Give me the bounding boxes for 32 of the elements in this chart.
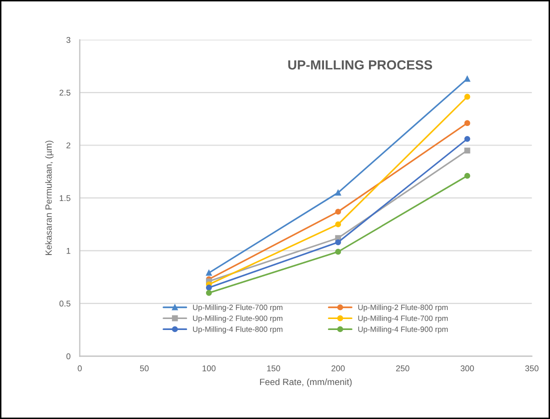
x-tick-label: 350 xyxy=(525,365,538,372)
point xyxy=(335,239,342,246)
point xyxy=(206,270,212,276)
point xyxy=(335,190,342,196)
x-tick-label: 100 xyxy=(202,365,216,372)
x-tick-label: 150 xyxy=(267,365,280,372)
x-axis-title: Feed Rate, (mm/menit) xyxy=(260,378,352,387)
y-tick-label: 0.5 xyxy=(59,300,70,307)
point xyxy=(464,148,470,154)
point xyxy=(206,284,212,291)
point xyxy=(206,290,212,296)
point xyxy=(335,248,342,255)
point xyxy=(464,136,470,142)
text: UP-MILLING PROCESS xyxy=(288,60,432,70)
point xyxy=(464,94,470,100)
y-tick-label: 0 xyxy=(66,353,70,360)
x-tick-label: 50 xyxy=(140,365,149,372)
y-tick-label: 2 xyxy=(66,142,70,148)
y-axis-title: Kekasaran Permukaan, (µm) xyxy=(45,140,54,256)
point xyxy=(335,208,342,215)
y-tick-label: 1 xyxy=(66,248,70,254)
point xyxy=(335,221,342,228)
x-tick-label: 0 xyxy=(78,365,82,372)
point xyxy=(464,76,470,82)
y-tick-label: 1.5 xyxy=(60,195,70,202)
point xyxy=(464,172,470,179)
point xyxy=(464,120,470,126)
y-tick-label: 2.5 xyxy=(60,90,70,96)
x-tick-label: 250 xyxy=(396,365,410,372)
y-tick-label: 3 xyxy=(66,37,70,43)
x-tick-label: 300 xyxy=(460,365,474,372)
x-tick-label: 200 xyxy=(332,365,345,372)
